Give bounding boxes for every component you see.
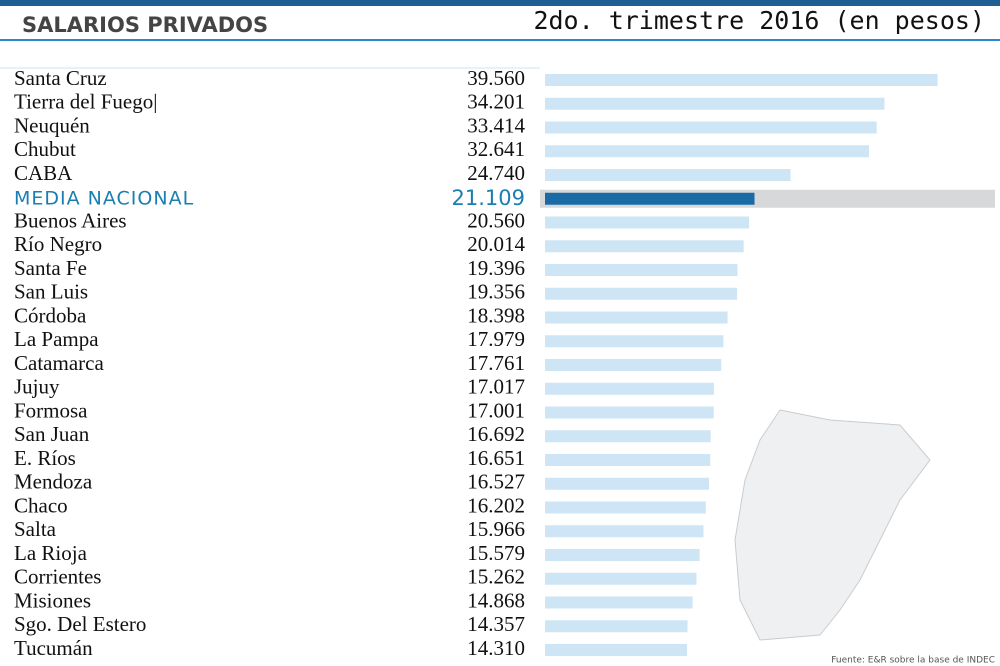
category-label: CABA <box>14 161 73 185</box>
bar <box>545 97 885 110</box>
category-label: MEDIA NACIONAL <box>14 187 194 209</box>
bar <box>545 430 711 443</box>
bar <box>545 501 706 514</box>
value-label: 17.001 <box>467 398 525 422</box>
category-label: Chubut <box>14 137 76 161</box>
bar <box>545 145 869 158</box>
category-label: Córdoba <box>14 303 87 327</box>
category-label: Jujuy <box>14 375 60 399</box>
bar <box>545 264 738 276</box>
value-label: 16.527 <box>467 470 525 494</box>
value-label: 17.017 <box>467 375 525 399</box>
bar <box>545 287 738 300</box>
chart-title: SALARIOS PRIVADOS <box>22 13 268 37</box>
bar <box>545 121 877 134</box>
category-label: E. Ríos <box>14 446 76 470</box>
category-label: Salta <box>14 517 57 541</box>
category-label: La Rioja <box>14 541 88 565</box>
value-label: 32.641 <box>467 137 525 161</box>
bar <box>545 74 938 86</box>
category-label: Neuquén <box>14 113 90 137</box>
value-label: 14.357 <box>467 612 525 636</box>
value-label: 16.202 <box>467 493 525 517</box>
bar <box>545 359 722 371</box>
bar <box>545 454 711 466</box>
value-label: 33.414 <box>467 113 525 137</box>
source-note: Fuente: E&R sobre la base de INDEC <box>831 656 995 666</box>
value-label: 16.692 <box>467 422 525 446</box>
value-label: 19.356 <box>467 280 525 304</box>
bar <box>545 406 714 419</box>
category-label: Corrientes <box>14 565 101 589</box>
bar <box>545 620 688 633</box>
chart-subtitle: 2do. trimestre 2016 (en pesos) <box>533 6 985 35</box>
value-label: 20.014 <box>467 232 525 256</box>
bar <box>545 335 724 348</box>
value-label: 16.651 <box>467 446 525 470</box>
bar <box>545 477 710 490</box>
category-label: Santa Fe <box>14 256 87 280</box>
value-label: 15.579 <box>467 541 525 565</box>
value-label: 21.109 <box>452 186 525 210</box>
value-label: 19.396 <box>467 256 525 280</box>
category-label: Santa Cruz <box>14 66 107 90</box>
bar <box>545 572 697 585</box>
bar <box>545 382 714 395</box>
value-label: 17.761 <box>467 351 525 375</box>
category-label: Tucumán <box>14 636 93 660</box>
value-label: 14.310 <box>467 636 525 660</box>
bar <box>545 240 744 253</box>
category-label: Misiones <box>14 588 91 612</box>
top-band <box>0 0 1000 6</box>
value-label: 14.868 <box>467 588 525 612</box>
category-label: Formosa <box>14 398 88 422</box>
value-label: 17.979 <box>467 327 525 351</box>
bar <box>545 311 728 324</box>
category-label: Catamarca <box>14 351 104 375</box>
value-label: 39.560 <box>467 66 525 90</box>
bar <box>545 169 791 181</box>
category-label: Sgo. Del Estero <box>14 612 146 636</box>
category-label: Tierra del Fuego| <box>14 90 157 114</box>
bar <box>545 596 693 609</box>
value-label: 15.966 <box>467 517 525 541</box>
value-label: 24.740 <box>467 161 525 185</box>
category-label: San Juan <box>14 422 90 446</box>
bar <box>545 525 704 538</box>
map-decoration <box>734 409 931 641</box>
category-label: Buenos Aires <box>14 208 127 232</box>
category-label: Chaco <box>14 493 68 517</box>
value-label: 15.262 <box>467 565 525 589</box>
category-label: La Pampa <box>14 327 99 351</box>
bar <box>545 549 700 561</box>
category-label: San Luis <box>14 280 88 304</box>
bar <box>545 216 750 229</box>
bar <box>545 192 755 205</box>
bar <box>545 644 688 656</box>
category-label: Río Negro <box>14 232 102 256</box>
value-label: 18.398 <box>467 303 525 327</box>
category-label: Mendoza <box>14 470 93 494</box>
value-label: 20.560 <box>467 208 525 232</box>
value-label: 34.201 <box>467 90 525 114</box>
